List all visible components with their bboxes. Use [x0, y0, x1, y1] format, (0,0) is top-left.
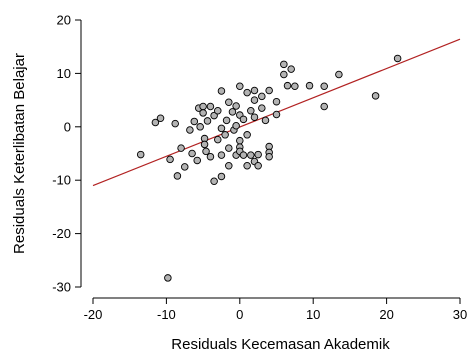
axes	[80, 20, 460, 299]
data-point	[335, 70, 343, 79]
data-point	[202, 147, 210, 156]
data-point	[199, 109, 207, 117]
y-ticks: -30 -20 -10 0 10 20	[52, 13, 81, 295]
data-point	[371, 92, 380, 100]
data-point	[243, 88, 251, 97]
y-tick-label: 0	[64, 119, 71, 134]
data-point	[239, 115, 248, 124]
data-point	[254, 162, 262, 170]
data-point	[136, 150, 145, 159]
data-points	[136, 54, 402, 282]
data-point	[261, 116, 270, 125]
data-point	[243, 131, 251, 139]
data-point	[236, 82, 244, 90]
data-point	[203, 117, 212, 125]
data-point	[225, 144, 233, 152]
data-point	[247, 107, 255, 115]
data-point	[166, 155, 174, 164]
y-tick-label: -30	[52, 280, 71, 295]
data-point	[280, 70, 288, 79]
x-tick-label: -20	[84, 307, 103, 322]
y-axis-title: Residuals Keterlibatan Belajar	[11, 53, 28, 254]
data-point	[280, 60, 288, 69]
data-point	[222, 116, 231, 125]
data-point	[206, 152, 215, 161]
data-point	[258, 92, 266, 101]
data-point	[320, 82, 328, 90]
data-point	[180, 163, 189, 171]
data-point	[217, 172, 226, 181]
data-point	[283, 81, 292, 90]
y-tick-label: 20	[57, 13, 71, 28]
data-point	[171, 119, 179, 128]
data-point	[258, 104, 266, 112]
data-point	[393, 54, 402, 63]
data-point	[272, 110, 281, 119]
data-point	[287, 65, 295, 73]
data-point	[217, 151, 226, 159]
data-point	[247, 151, 255, 159]
data-point	[239, 151, 248, 159]
data-point	[232, 102, 240, 110]
data-point	[291, 82, 299, 90]
data-point	[164, 274, 172, 282]
y-tick-label: -20	[52, 226, 71, 241]
data-point	[177, 144, 185, 152]
data-point	[250, 86, 259, 95]
data-point	[217, 124, 226, 133]
x-ticks: -20 -10 0 10 20 30	[84, 298, 467, 322]
y-tick-label: 10	[57, 66, 71, 81]
data-point	[200, 140, 209, 149]
data-point	[225, 162, 233, 170]
data-point	[214, 107, 222, 115]
data-point	[265, 86, 273, 95]
x-tick-label: 10	[306, 307, 320, 322]
x-tick-label: -10	[157, 307, 176, 322]
x-tick-label: 20	[379, 307, 393, 322]
data-point	[199, 102, 207, 111]
data-point	[210, 177, 218, 186]
data-point	[217, 87, 226, 95]
data-point	[196, 123, 204, 131]
data-point	[221, 131, 229, 139]
data-point	[320, 102, 328, 111]
x-tick-label: 30	[453, 307, 467, 322]
data-point	[225, 98, 233, 106]
data-point	[232, 121, 240, 130]
data-point	[236, 136, 244, 145]
data-point	[156, 114, 165, 123]
x-tick-label: 0	[236, 307, 243, 322]
data-point	[186, 126, 194, 134]
data-point	[228, 108, 237, 116]
data-point	[243, 162, 251, 170]
data-point	[250, 96, 259, 104]
data-point	[151, 118, 160, 127]
data-point	[265, 152, 273, 161]
data-point	[190, 117, 199, 126]
data-point	[254, 150, 262, 159]
data-point	[272, 97, 281, 106]
data-point	[206, 102, 215, 111]
data-point	[214, 135, 222, 144]
data-point	[305, 81, 314, 90]
data-point	[250, 113, 259, 121]
data-point	[193, 156, 201, 165]
data-point	[188, 149, 196, 158]
y-tick-label: -10	[52, 173, 71, 188]
data-point	[173, 172, 182, 180]
x-axis-title: Residuals Kecemasan Akademik	[171, 336, 390, 353]
